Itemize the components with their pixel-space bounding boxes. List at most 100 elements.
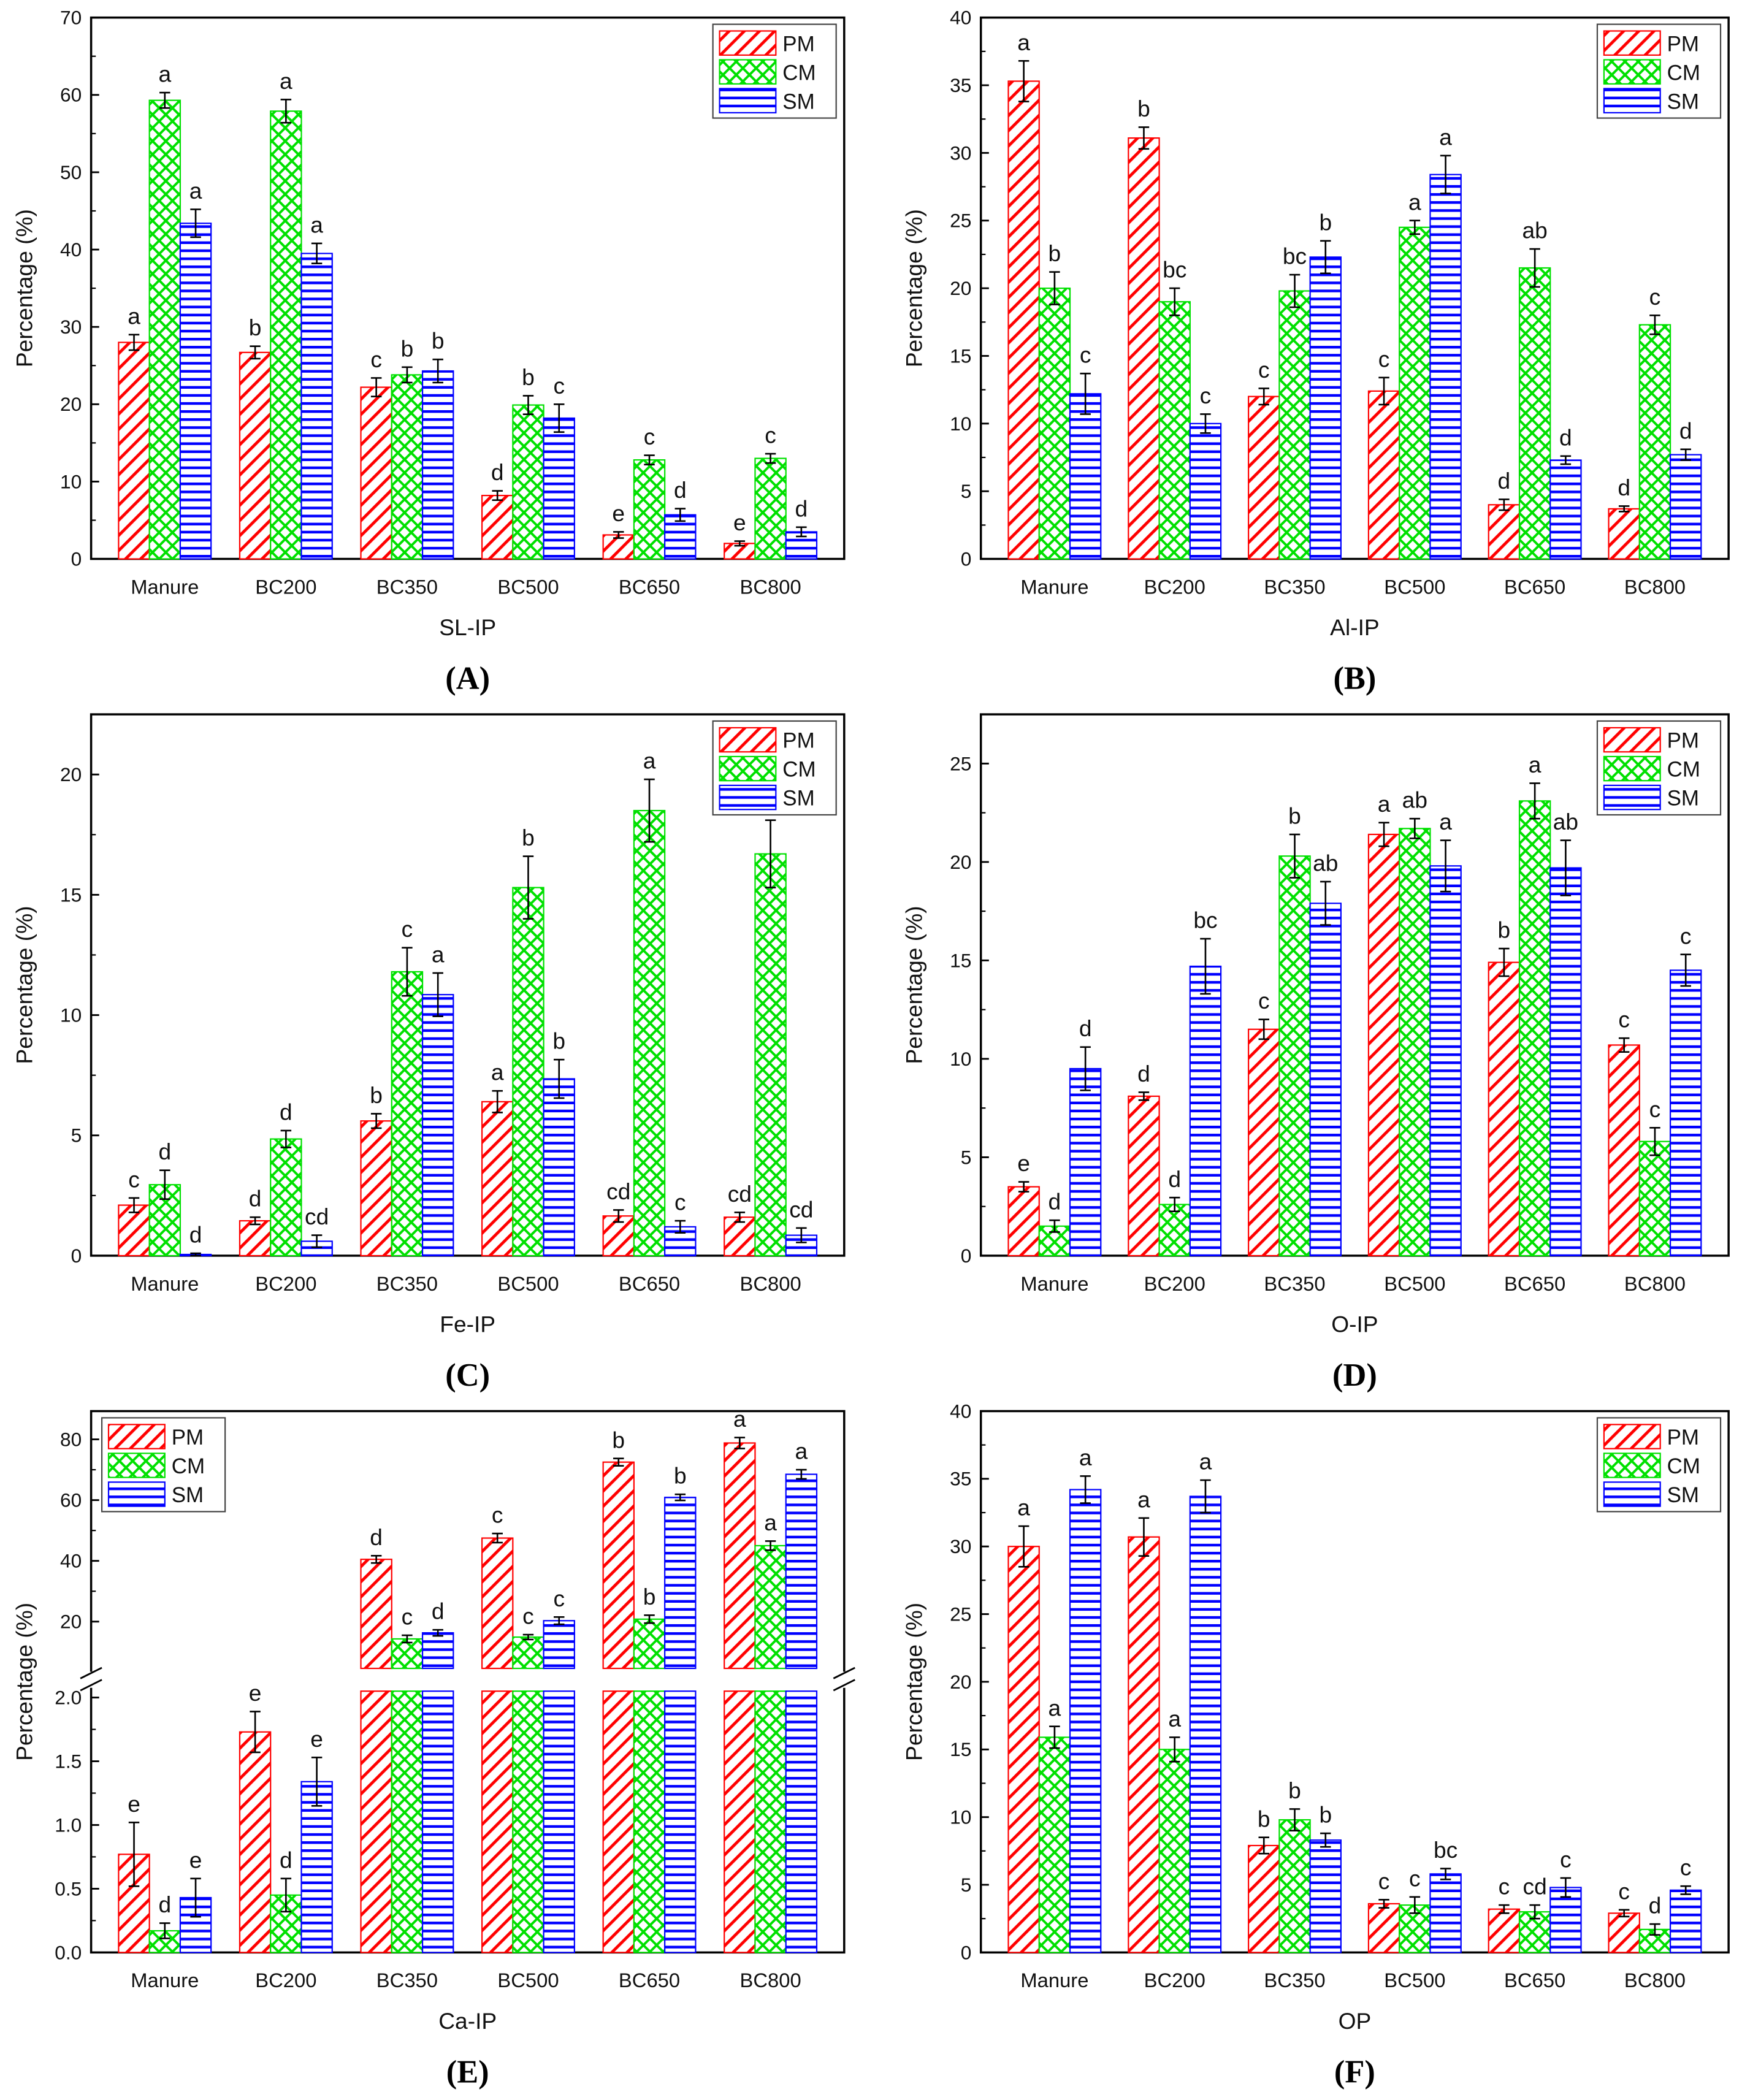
y-tick-label: 20	[950, 851, 971, 873]
bar-cm	[270, 110, 302, 560]
y-tick-label: 2.0	[55, 1687, 82, 1709]
panel-label: (F)	[1334, 2054, 1375, 2090]
bar-sm	[1309, 1839, 1342, 1953]
bar-sm	[1669, 969, 1702, 1257]
significance-letter: b	[249, 315, 262, 340]
bar-sm	[1669, 454, 1702, 560]
y-tick-label: 10	[950, 1806, 971, 1828]
legend: PM CM SM	[101, 1417, 226, 1513]
y-tick-label: 15	[60, 884, 82, 906]
bar-pm	[1248, 1028, 1280, 1257]
bar-sm	[1549, 867, 1582, 1257]
significance-letter: e	[733, 510, 746, 535]
significance-letter: a	[128, 303, 140, 329]
y-tick-label: 40	[950, 1400, 971, 1422]
bar-pm	[1007, 1546, 1040, 1953]
bar-sm	[1309, 903, 1342, 1257]
chart-panel-d: 0510152025ManureeddBC200ddbcBC350cbabBC5…	[901, 713, 1730, 1393]
significance-letter: b	[1319, 1802, 1332, 1828]
y-tick-label: 5	[961, 1146, 972, 1168]
bar-pm	[360, 1559, 392, 1670]
significance-letter: d	[158, 1139, 171, 1164]
x-tick-label: Manure	[1020, 1969, 1088, 1991]
panel-label: (B)	[1333, 661, 1376, 697]
y-axis-label: Percentage (%)	[11, 1603, 37, 1761]
x-tick-label: Manure	[131, 1272, 199, 1295]
y-tick-label: 5	[71, 1124, 82, 1147]
bar-cm	[391, 971, 424, 1257]
chart-panel-f: 0510152025303540ManureaaaBC200aaaBC350bb…	[901, 1400, 1730, 2090]
bar-cm	[148, 99, 181, 560]
bar-sm	[1549, 459, 1582, 560]
panel-label: (E)	[446, 2054, 489, 2090]
y-tick-label: 20	[60, 1611, 82, 1633]
bar-cm	[754, 457, 787, 560]
significance-letter: c	[1499, 1874, 1510, 1900]
significance-letter: ab	[1402, 787, 1427, 813]
bar-sm	[1069, 1067, 1102, 1257]
bar-sm	[1069, 1489, 1102, 1953]
significance-letter: d	[1168, 1166, 1181, 1192]
y-tick-label: 20	[60, 763, 82, 785]
y-tick-label: 35	[950, 74, 971, 96]
y-tick-label: 40	[60, 1550, 82, 1572]
legend-label: SM	[782, 90, 814, 113]
significance-letter: e	[612, 500, 625, 526]
y-tick-label: 10	[60, 470, 82, 492]
y-tick-label: 1.0	[55, 1814, 82, 1836]
bar-sm	[543, 1620, 575, 1670]
legend-swatch-sm	[719, 784, 777, 811]
chart-panel-c: 05101520ManurecddBC200ddcdBC350bcaBC500a…	[11, 713, 846, 1393]
plot-frame	[90, 713, 846, 1257]
bar-cm	[512, 404, 544, 560]
significance-letter: bc	[1283, 243, 1307, 269]
bar-pm	[481, 495, 514, 560]
bar-pm	[1488, 961, 1521, 1257]
bar-cm-lower	[754, 1690, 787, 1953]
significance-letter: bc	[1163, 257, 1186, 283]
bar-sm	[421, 370, 454, 560]
bar-sm	[543, 417, 575, 560]
legend-label: SM	[1667, 787, 1699, 811]
legend-label: CM	[1667, 758, 1700, 782]
legend-swatch-sm	[107, 1481, 166, 1507]
bar-pm	[1128, 137, 1160, 560]
x-tick-label: BC350	[376, 1272, 438, 1295]
x-axis-label: Ca-IP	[438, 2008, 497, 2034]
panel-label: (C)	[445, 1357, 490, 1393]
bar-cm	[512, 887, 544, 1257]
significance-letter: a	[1378, 791, 1391, 817]
significance-letter: d	[1137, 1061, 1150, 1086]
significance-letter: b	[643, 1584, 656, 1609]
axis-break-mark	[80, 1679, 102, 1692]
x-tick-label: BC350	[376, 1969, 438, 1991]
bar-pm	[1608, 508, 1640, 560]
bar-pm	[360, 386, 392, 560]
significance-letter: c	[1649, 284, 1661, 310]
y-tick-label: 30	[60, 316, 82, 338]
y-tick-label: 25	[950, 1603, 971, 1625]
bar-cm	[391, 1638, 424, 1670]
bar-pm	[1367, 1903, 1400, 1953]
significance-letter: a	[1199, 1449, 1212, 1475]
y-tick-label: 0.5	[55, 1877, 82, 1900]
x-axis-label: OP	[1339, 2008, 1372, 2034]
legend-swatch-cm	[1603, 755, 1661, 782]
bar-sm	[1309, 256, 1342, 560]
significance-letter: a	[1529, 752, 1541, 777]
x-tick-label: BC200	[1144, 575, 1205, 598]
significance-letter: b	[1258, 1806, 1270, 1831]
bar-cm	[1518, 267, 1551, 560]
significance-letter: d	[674, 477, 687, 503]
bar-cm	[270, 1138, 302, 1257]
bar-pm	[1367, 390, 1400, 560]
significance-letter: d	[491, 459, 504, 485]
significance-letter: d	[1679, 418, 1692, 443]
bar-sm	[1429, 1873, 1462, 1953]
legend: PM CM SM	[1596, 1417, 1722, 1513]
y-tick-label: 0	[71, 1245, 82, 1267]
bar-pm-lower	[360, 1690, 392, 1953]
bar-cm	[1638, 324, 1671, 560]
bar-sm	[1189, 965, 1222, 1257]
significance-letter: a	[158, 61, 171, 87]
